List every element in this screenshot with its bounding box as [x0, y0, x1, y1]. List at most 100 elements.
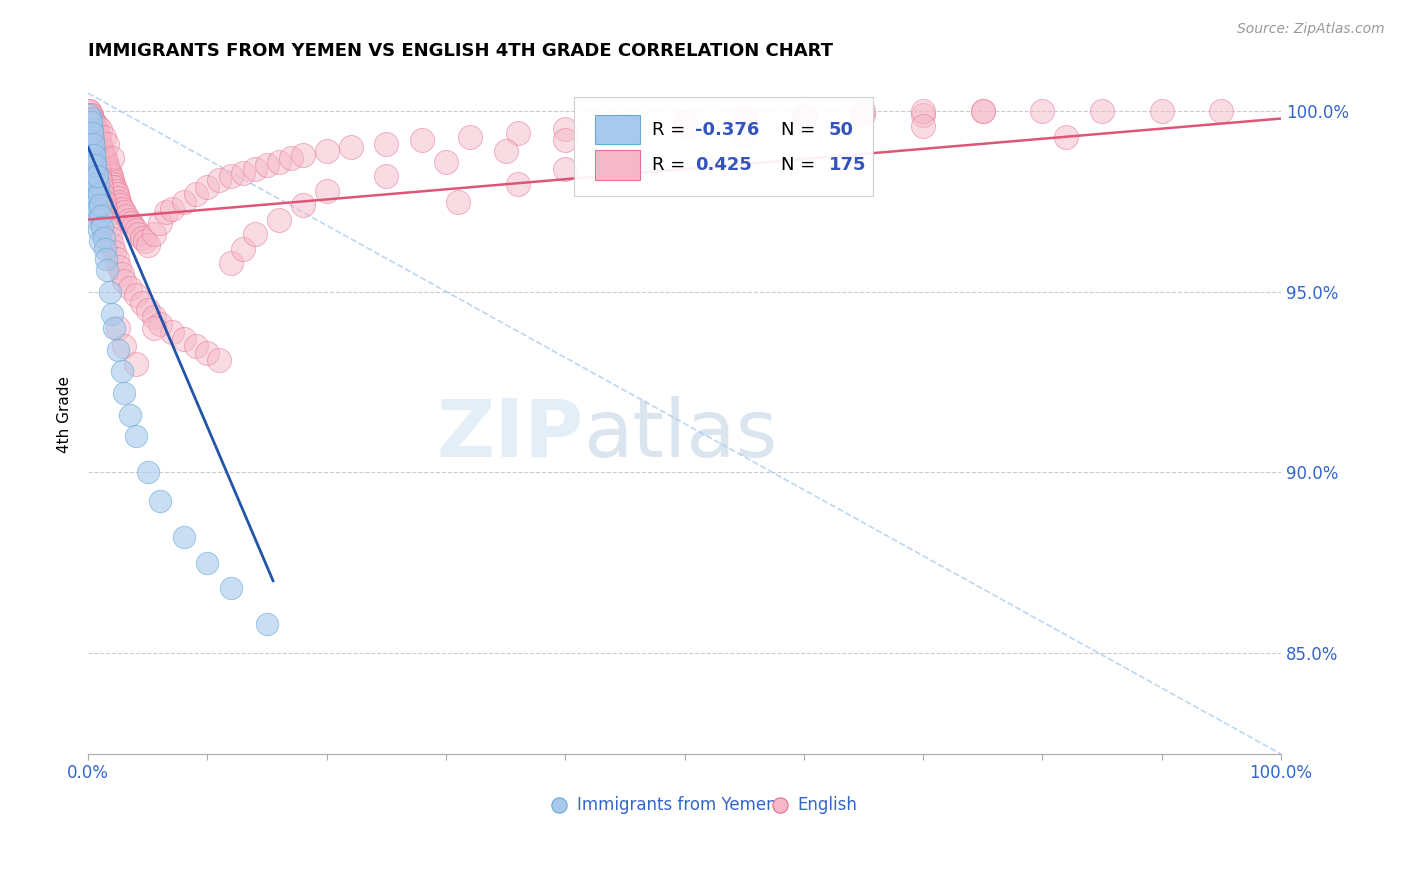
Point	[84, 129, 107, 144]
Point	[1150, 104, 1173, 119]
Point	[160, 325, 183, 339]
Point	[291, 147, 314, 161]
Point	[86, 202, 108, 216]
Point	[83, 126, 105, 140]
Point	[733, 126, 755, 140]
Point	[256, 617, 278, 632]
Point	[79, 177, 101, 191]
Point	[184, 187, 207, 202]
Point	[91, 219, 114, 234]
Point	[155, 205, 177, 219]
Point	[79, 115, 101, 129]
Point	[127, 227, 149, 241]
Point	[79, 108, 101, 122]
Point	[98, 230, 121, 244]
Point	[613, 126, 636, 140]
Point	[125, 223, 148, 237]
Text: ZIP: ZIP	[436, 396, 583, 474]
Point	[89, 136, 111, 151]
Point	[86, 212, 108, 227]
Point	[94, 162, 117, 177]
Point	[84, 122, 107, 136]
Point	[91, 151, 114, 165]
Point	[110, 364, 132, 378]
Point	[83, 144, 105, 158]
Point	[80, 122, 103, 136]
Point	[221, 581, 243, 595]
Point	[118, 281, 141, 295]
Text: R =: R =	[652, 156, 692, 174]
Point	[733, 112, 755, 126]
Point	[447, 194, 470, 209]
Point	[89, 144, 111, 158]
Point	[103, 321, 125, 335]
Point	[86, 151, 108, 165]
Point	[80, 126, 103, 140]
Point	[86, 144, 108, 158]
FancyBboxPatch shape	[574, 97, 873, 196]
Point	[104, 184, 127, 198]
Point	[83, 147, 105, 161]
Point	[79, 147, 101, 161]
Point	[1031, 104, 1053, 119]
Point	[221, 256, 243, 270]
Point	[122, 219, 145, 234]
Point	[134, 235, 156, 249]
Point	[673, 115, 696, 129]
Text: IMMIGRANTS FROM YEMEN VS ENGLISH 4TH GRADE CORRELATION CHART: IMMIGRANTS FROM YEMEN VS ENGLISH 4TH GRA…	[89, 42, 834, 60]
Point	[112, 339, 135, 353]
Point	[98, 285, 121, 299]
Point	[118, 408, 141, 422]
Point	[101, 306, 124, 320]
Point	[118, 212, 141, 227]
Point	[80, 159, 103, 173]
Point	[108, 260, 131, 274]
Point	[79, 108, 101, 122]
Point	[673, 119, 696, 133]
Point	[506, 177, 529, 191]
Point	[82, 136, 104, 151]
Point	[82, 115, 104, 129]
Point	[90, 180, 112, 194]
Point	[1054, 129, 1077, 144]
Point	[136, 238, 159, 252]
Point	[733, 112, 755, 126]
Point	[87, 223, 110, 237]
Point	[554, 122, 576, 136]
Point	[84, 159, 107, 173]
Point	[375, 169, 398, 184]
Point	[136, 466, 159, 480]
Point	[80, 122, 103, 136]
Point	[87, 166, 110, 180]
Point	[80, 112, 103, 126]
Point	[89, 235, 111, 249]
Point	[173, 530, 195, 544]
Point	[101, 151, 124, 165]
Point	[86, 177, 108, 191]
Point	[79, 119, 101, 133]
Point	[912, 104, 935, 119]
Point	[506, 126, 529, 140]
Point	[112, 386, 135, 401]
Text: 50: 50	[830, 120, 853, 138]
Point	[108, 194, 131, 209]
Point	[101, 173, 124, 187]
Point	[110, 202, 132, 216]
Point	[131, 230, 153, 244]
Point	[160, 202, 183, 216]
Point	[101, 180, 124, 194]
Point	[107, 321, 129, 335]
FancyBboxPatch shape	[595, 114, 640, 145]
Point	[107, 343, 129, 357]
Text: R =: R =	[652, 120, 692, 138]
Point	[86, 151, 108, 165]
Point	[105, 252, 128, 267]
Text: N =: N =	[782, 120, 821, 138]
Text: 175: 175	[830, 156, 866, 174]
Point	[173, 194, 195, 209]
Point	[82, 133, 104, 147]
Point	[125, 429, 148, 443]
Point	[82, 136, 104, 151]
Point	[97, 223, 120, 237]
Text: -0.376: -0.376	[696, 120, 759, 138]
